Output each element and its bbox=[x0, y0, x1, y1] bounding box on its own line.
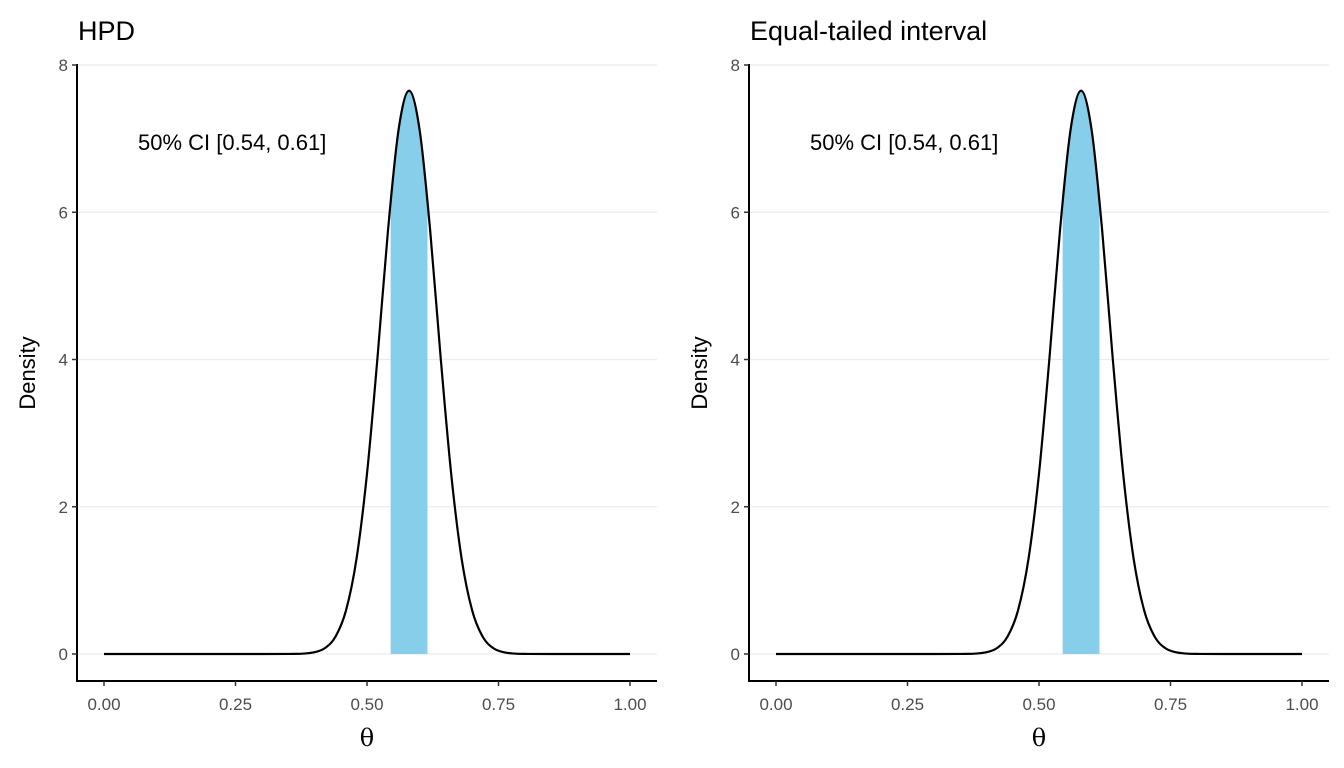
x-tick-label: 0.75 bbox=[1154, 695, 1187, 714]
panel-title: HPD bbox=[78, 16, 135, 46]
x-tick-label: 1.00 bbox=[613, 695, 646, 714]
x-tick-label: 0.50 bbox=[350, 695, 383, 714]
y-tick-label: 0 bbox=[59, 645, 68, 664]
x-tick-label: 0.00 bbox=[759, 695, 792, 714]
density-curve bbox=[103, 89, 631, 656]
y-tick-label: 8 bbox=[59, 56, 68, 75]
y-tick-label: 8 bbox=[731, 56, 740, 75]
interval-annotation: 50% CI [0.54, 0.61] bbox=[810, 130, 998, 155]
panel-hpd: 0 2 4 6 8 0.00 0.25 0.50 0.75 1.00 HPD θ Density 50% … bbox=[15, 16, 657, 752]
x-tick-label: 0.25 bbox=[219, 695, 252, 714]
x-tick-label: 1.00 bbox=[1285, 695, 1318, 714]
y-tick-label: 2 bbox=[731, 498, 740, 517]
x-tick-label: 0.00 bbox=[87, 695, 120, 714]
y-tick-label: 6 bbox=[731, 203, 740, 222]
x-tick-label: 0.25 bbox=[891, 695, 924, 714]
panel-title: Equal-tailed interval bbox=[750, 16, 987, 46]
y-tick-label: 0 bbox=[731, 645, 740, 664]
x-axis-title: θ bbox=[360, 724, 374, 752]
y-tick-label: 4 bbox=[731, 351, 740, 370]
interval-annotation: 50% CI [0.54, 0.61] bbox=[138, 130, 326, 155]
interval-shading bbox=[390, 90, 428, 654]
x-tick-label: 0.75 bbox=[482, 695, 515, 714]
y-tick-label: 2 bbox=[59, 498, 68, 517]
panel-equal-tailed: 0 2 4 6 8 0.00 0.25 0.50 0.75 1.00 Equal-tailed in… bbox=[687, 16, 1329, 752]
y-axis-title: Density bbox=[15, 336, 40, 409]
interval-shading bbox=[1062, 90, 1100, 654]
y-axis-title: Density bbox=[687, 336, 712, 409]
x-tick-label: 0.50 bbox=[1022, 695, 1055, 714]
y-tick-label: 4 bbox=[59, 351, 68, 370]
x-axis-title: θ bbox=[1032, 724, 1046, 752]
density-curve bbox=[775, 89, 1303, 656]
y-tick-label: 6 bbox=[59, 203, 68, 222]
